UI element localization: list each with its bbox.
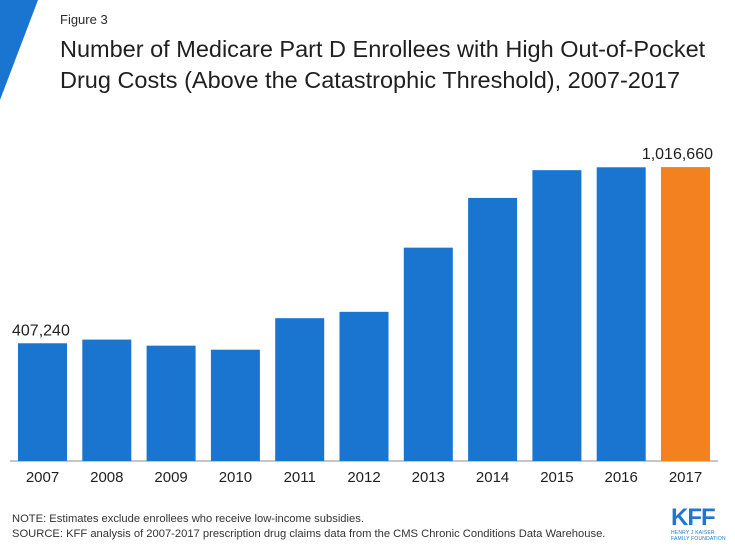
bar-2017 (661, 167, 710, 461)
bar-2014 (468, 197, 518, 461)
data-label: 1,016,660 (642, 146, 713, 163)
x-tick-label: 2015 (540, 469, 573, 486)
bar-2012 (339, 311, 389, 461)
x-tick-label: 2017 (669, 469, 702, 486)
bar-2015 (532, 170, 582, 461)
bar-2009 (146, 345, 196, 461)
x-tick-label: 2010 (219, 469, 252, 486)
x-tick-label: 2013 (412, 469, 445, 486)
note-text: NOTE: Estimates exclude enrollees who re… (12, 513, 364, 525)
bar-2016 (596, 167, 646, 461)
bar-2013 (403, 247, 453, 461)
x-tick-label: 2009 (154, 469, 187, 486)
bar-2007 (18, 343, 67, 461)
data-label: 407,240 (12, 322, 70, 339)
bar-2010 (210, 349, 260, 461)
figure-label: Figure 3 (60, 12, 108, 27)
kff-logo-subline-2: FAMILY FOUNDATION (671, 536, 726, 542)
kff-logo: KFF HENRY J KAISER FAMILY FOUNDATION (671, 506, 729, 546)
x-tick-label: 2007 (26, 469, 59, 486)
corner-accent-triangle (0, 0, 38, 100)
kff-logo-subline-1: HENRY J KAISER (671, 530, 715, 536)
x-tick-label: 2012 (347, 469, 380, 486)
bar-2008 (82, 339, 132, 461)
x-tick-label: 2008 (90, 469, 123, 486)
bar-2011 (275, 318, 325, 461)
bar-chart: 2007 2008 2009 2010 2011 2012 2013 2014 2015 2016… (10, 146, 718, 486)
x-tick-label: 2016 (605, 469, 638, 486)
source-text: SOURCE: KFF analysis of 2007-2017 prescr… (12, 528, 606, 540)
kff-logo-wordmark: KFF (671, 504, 716, 531)
chart-title: Number of Medicare Part D Enrollees with… (60, 36, 706, 93)
x-tick-label: 2011 (284, 469, 316, 486)
x-tick-label: 2014 (476, 469, 509, 486)
